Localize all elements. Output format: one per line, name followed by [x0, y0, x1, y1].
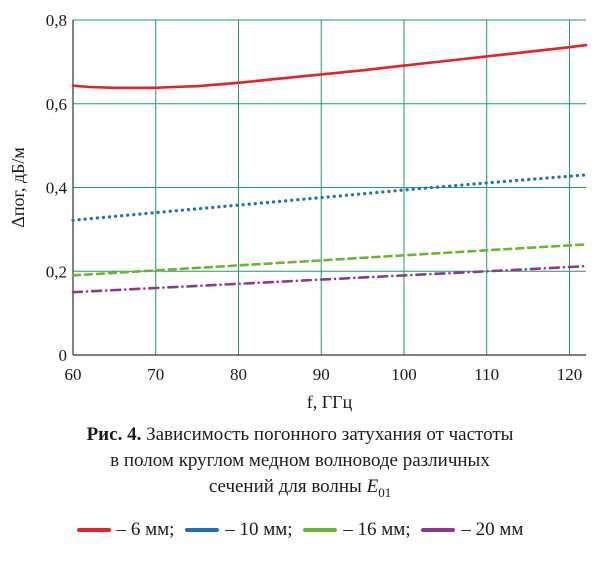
x-tick-label: 80 — [230, 365, 247, 384]
legend-label-6mm: – 6 мм; — [116, 519, 175, 540]
figure-caption: Рис. 4. Зависимость погонного затухания … — [0, 422, 600, 506]
y-tick-label: 0,2 — [46, 262, 67, 281]
x-tick-label: 70 — [147, 365, 164, 384]
legend-item-20mm: – 20 мм — [421, 519, 523, 541]
caption-text-3: сечений для волны — [208, 476, 367, 497]
caption-line-3: сечений для волны E01 — [0, 474, 600, 506]
legend-swatch-20mm — [421, 528, 456, 532]
y-tick-label: 0,4 — [46, 179, 68, 198]
legend-item-6mm: – 6 мм; — [76, 519, 175, 541]
series-line-10мм — [71, 173, 588, 222]
legend-swatch-6mm — [76, 528, 111, 532]
caption-wave-symbol: E — [366, 476, 379, 497]
legend-item-10mm: – 10 мм; — [185, 519, 293, 541]
caption-text-1: Зависимость погонного затухания от часто… — [141, 424, 514, 445]
x-tick-label: 120 — [557, 365, 583, 384]
series-line-20мм — [71, 264, 588, 294]
legend-swatch-10mm — [185, 528, 220, 532]
x-tick-label: 60 — [65, 365, 82, 384]
caption-wave-subscript: 01 — [378, 484, 392, 500]
x-tick-label: 110 — [474, 365, 499, 384]
series-line-6мм — [71, 43, 588, 90]
x-tick-label: 90 — [313, 365, 330, 384]
chart: 60 70 80 90 100 110 120 0 0,2 0,4 0,6 0,8 f, ГГц Δпог… — [8, 11, 588, 412]
y-tick-label: 0,8 — [46, 11, 67, 30]
legend-swatch-16mm — [303, 528, 338, 532]
x-axis-label: f, ГГц — [307, 392, 353, 412]
y-tick-label: 0,6 — [46, 95, 67, 114]
series-line-16мм — [71, 243, 588, 277]
y-tick-label: 0 — [59, 346, 68, 365]
y-axis-label: Δпог, дБ/м — [8, 147, 28, 227]
legend-label-20mm: – 20 мм — [461, 519, 524, 540]
legend-label-10mm: – 10 мм; — [225, 519, 293, 540]
caption-line-2: в полом круглом медном волноводе различн… — [110, 450, 490, 471]
legend-item-16mm: – 16 мм; — [303, 519, 411, 541]
caption-line-1: Рис. 4. Зависимость погонного затухания … — [0, 422, 600, 448]
legend: – 6 мм; – 10 мм; – 16 мм; – 20 мм — [0, 516, 600, 541]
legend-label-16mm: – 16 мм; — [343, 519, 411, 540]
x-tick-label: 100 — [391, 365, 417, 384]
caption-figure-number: Рис. 4. — [86, 424, 142, 445]
